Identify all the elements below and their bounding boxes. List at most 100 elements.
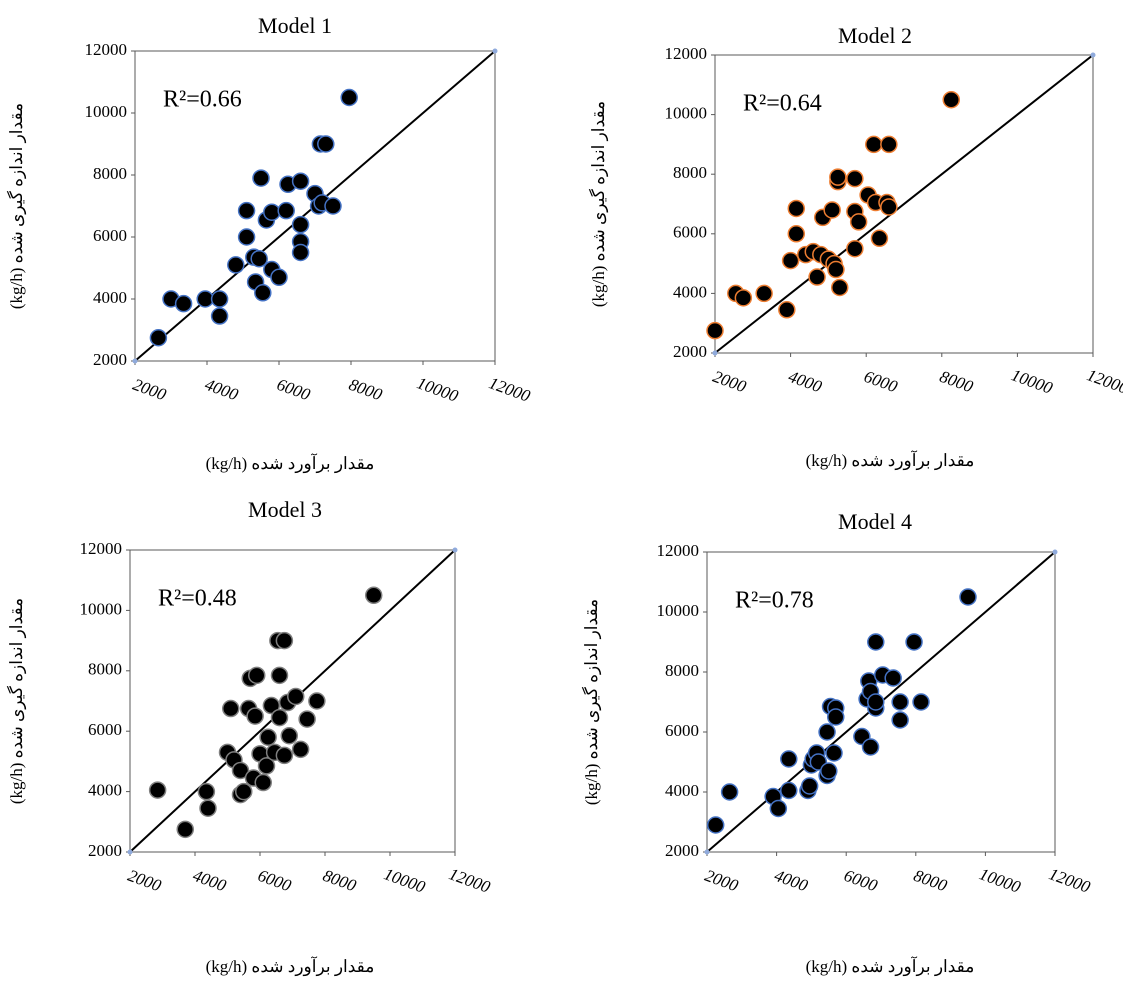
y-tick-label: 8000 <box>88 660 122 679</box>
x-tick-label: 4000 <box>202 375 241 405</box>
x-tick-label: 8000 <box>320 866 359 896</box>
point <box>849 213 868 231</box>
point <box>291 740 310 759</box>
x-axis-label: مقدار برآورد شده (kg/h) <box>206 452 375 474</box>
x-axis-label: مقدار برآورد شده (kg/h) <box>806 955 975 977</box>
point <box>846 239 864 258</box>
point <box>846 169 864 188</box>
point <box>262 696 281 715</box>
point <box>210 290 229 308</box>
point <box>235 782 253 801</box>
point <box>820 762 838 780</box>
y-tick-label: 12000 <box>80 539 123 558</box>
x-tick-label: 2000 <box>130 375 169 405</box>
point <box>884 669 902 687</box>
identity-end <box>1052 549 1058 555</box>
point <box>291 172 310 190</box>
y-tick-label: 8000 <box>673 163 707 182</box>
x-tick-label: 10000 <box>414 373 461 406</box>
y-tick-label: 8000 <box>665 661 699 680</box>
point <box>254 773 272 792</box>
point <box>237 228 256 246</box>
x-tick-label: 8000 <box>346 375 385 405</box>
x-tick-label: 6000 <box>255 866 294 896</box>
y-tick-label: 12000 <box>665 44 708 63</box>
y-tick-label: 12000 <box>85 40 128 59</box>
point <box>149 329 168 347</box>
point <box>769 799 788 818</box>
point <box>275 746 294 765</box>
plot-frame <box>134 50 496 362</box>
point <box>263 203 281 221</box>
point <box>174 294 193 313</box>
point <box>781 251 800 270</box>
point <box>365 586 383 605</box>
y-tick-label: 4000 <box>665 781 699 800</box>
r-squared: R²=0.66 <box>163 87 242 113</box>
plot-frame <box>706 551 1056 853</box>
identity-end <box>452 547 458 553</box>
point <box>870 229 889 248</box>
y-tick-label: 6000 <box>88 720 122 739</box>
point <box>227 256 245 274</box>
x-tick-label: 10000 <box>1009 365 1056 398</box>
identity-end <box>127 849 133 855</box>
point <box>196 290 214 308</box>
point <box>270 708 289 727</box>
point <box>248 666 266 685</box>
point <box>252 169 270 187</box>
point <box>308 692 326 710</box>
point <box>231 761 250 780</box>
point <box>825 744 843 762</box>
y-tick-label: 4000 <box>88 781 122 800</box>
point <box>298 710 316 728</box>
x-tick-label: 10000 <box>977 864 1024 897</box>
point <box>706 816 725 834</box>
point <box>912 693 930 711</box>
identity-end <box>1090 52 1096 58</box>
point <box>830 278 849 297</box>
point <box>891 693 909 711</box>
point <box>959 588 977 606</box>
point <box>827 260 845 279</box>
point <box>287 687 305 706</box>
chart-title: Model 1 <box>258 13 332 38</box>
point <box>808 268 826 286</box>
x-tick-label: 12000 <box>446 864 493 897</box>
point <box>867 633 885 651</box>
point <box>905 633 923 651</box>
x-tick-label: 12000 <box>1084 365 1123 398</box>
x-tick-label: 6000 <box>862 367 901 397</box>
point <box>270 268 288 287</box>
point <box>942 90 960 109</box>
chart-title: Model 4 <box>838 509 912 534</box>
point <box>148 781 167 799</box>
x-tick-label: 4000 <box>772 866 811 896</box>
y-tick-label: 8000 <box>93 164 127 183</box>
x-tick-label: 6000 <box>842 866 881 896</box>
point <box>291 243 310 262</box>
point <box>277 201 295 220</box>
point <box>259 728 277 746</box>
point <box>197 782 216 801</box>
x-tick-label: 6000 <box>274 375 313 405</box>
point <box>755 284 773 303</box>
r-squared: R²=0.78 <box>735 588 814 614</box>
identity-end <box>704 849 710 855</box>
y-tick-label: 10000 <box>85 102 128 121</box>
point <box>210 307 229 325</box>
point <box>827 708 845 726</box>
y-tick-label: 10000 <box>657 601 700 620</box>
point <box>823 201 841 219</box>
point <box>250 249 268 268</box>
point <box>275 631 294 650</box>
y-tick-label: 6000 <box>93 226 127 245</box>
point <box>829 168 847 186</box>
x-tick-label: 8000 <box>937 367 976 397</box>
identity-end <box>712 350 718 356</box>
x-tick-label: 4000 <box>190 866 229 896</box>
y-tick-label: 12000 <box>657 541 700 560</box>
identity-end <box>132 358 138 364</box>
x-tick-label: 4000 <box>786 367 825 397</box>
